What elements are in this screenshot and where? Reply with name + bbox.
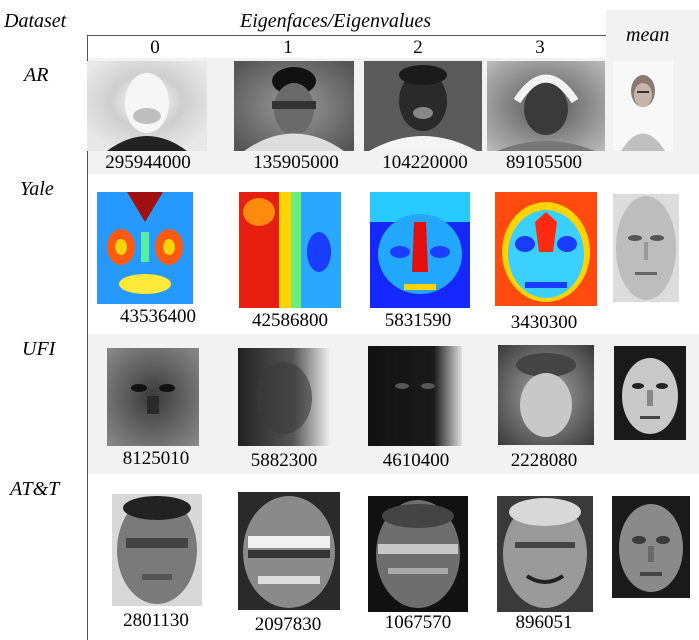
ufi-eigenvalue-2: 4610400 [382,450,450,471]
yale-mean-face [613,194,679,302]
att-eigenface-1 [238,492,340,610]
yale-eigenvalue-0: 43536400 [120,306,196,327]
att-mean-face [612,496,690,598]
att-eigenface-3 [497,496,593,612]
mean-header-bg [606,10,699,59]
figure-title: Eigenfaces/Eigenvalues [240,10,432,32]
column-divider [87,35,88,640]
att-eigenface-2 [368,496,468,612]
row-label-att: AT&T [10,478,60,500]
yale-eigenface-0 [97,192,193,304]
ar-mean-face [613,61,673,151]
yale-eigenface-1 [239,192,341,308]
yale-eigenvalue-1: 42586800 [252,310,328,331]
header-divider [87,35,606,36]
ar-eigenface-0 [87,61,207,151]
ufi-eigenface-1 [238,348,330,446]
ufi-eigenface-0 [107,348,199,446]
dataset-header: Dataset [4,10,67,32]
ar-eigenvalue-1: 135905000 [253,152,339,173]
mean-header: mean [626,24,670,46]
ufi-eigenvalue-3: 2228080 [510,450,578,471]
yale-eigenvalue-2: 5831590 [384,310,452,331]
column-header-0: 0 [150,37,160,58]
ar-eigenvalue-3: 89105500 [506,152,582,173]
yale-eigenvalue-3: 3430300 [510,312,578,333]
att-eigenface-0 [112,494,202,606]
ufi-eigenvalue-1: 5882300 [250,450,318,471]
row-label-ar: AR [24,64,49,86]
att-eigenvalue-0: 2801130 [123,610,189,631]
att-eigenvalue-1: 2097830 [254,614,322,635]
att-eigenvalue-3: 896051 [515,612,573,633]
att-eigenvalue-2: 1067570 [384,612,452,633]
column-header-1: 1 [283,37,293,58]
column-header-3: 3 [535,37,545,58]
row-label-yale: Yale [20,178,54,200]
ufi-eigenface-2 [368,346,462,446]
ar-eigenvalue-0: 295944000 [105,152,191,173]
yale-eigenface-3 [495,192,597,306]
yale-eigenface-2 [370,192,470,308]
ar-eigenvalue-2: 104220000 [382,152,468,173]
ufi-mean-face [614,346,686,440]
ufi-eigenvalue-0: 8125010 [122,448,190,469]
column-header-2: 2 [413,37,423,58]
ar-eigenface-1 [234,61,354,151]
ar-eigenface-3 [487,61,605,151]
ufi-eigenface-3 [498,345,594,445]
row-label-ufi: UFI [22,338,56,360]
ar-eigenface-2 [364,61,482,151]
